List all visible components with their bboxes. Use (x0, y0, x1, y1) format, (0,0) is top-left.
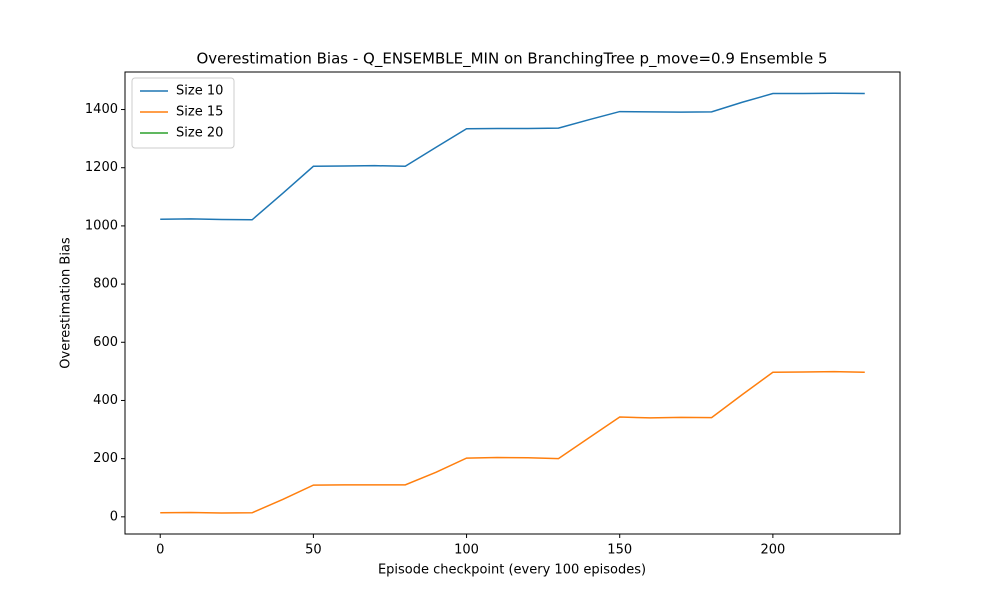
x-tick-label: 100 (454, 543, 479, 558)
plot-frame (124, 71, 901, 535)
y-tick-label: 1400 (85, 102, 118, 117)
x-tick-label: 200 (760, 543, 785, 558)
legend-label: Size 10 (176, 84, 223, 99)
y-tick-label: 1200 (85, 160, 118, 175)
legend-box (131, 77, 235, 149)
series-line (160, 92, 865, 221)
y-axis-label: Overestimation Bias (59, 237, 74, 369)
x-tick-label: 0 (156, 543, 164, 558)
chart-title: Overestimation Bias - Q_ENSEMBLE_MIN on … (196, 50, 827, 69)
y-tick-label: 200 (93, 451, 118, 466)
x-axis-label: Episode checkpoint (every 100 episodes) (378, 563, 646, 578)
legend-label: Size 15 (176, 105, 223, 120)
y-tick-label: 800 (93, 277, 118, 292)
y-tick-label: 600 (93, 335, 118, 350)
x-tick-label: 150 (607, 543, 632, 558)
x-tick-label: 50 (305, 543, 322, 558)
series-line (160, 370, 865, 514)
y-tick-label: 400 (93, 393, 118, 408)
y-tick-label: 1000 (85, 218, 118, 233)
legend-label: Size 20 (176, 126, 223, 141)
y-tick-label: 0 (110, 509, 118, 524)
